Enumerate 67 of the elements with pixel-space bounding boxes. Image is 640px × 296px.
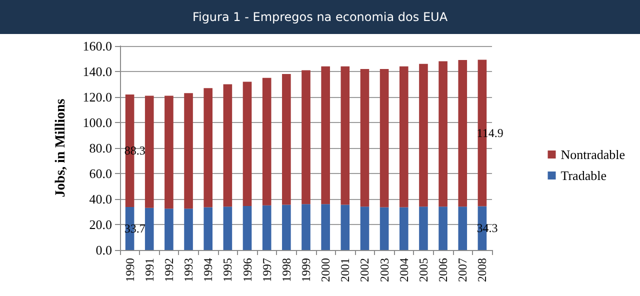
x-tick-label: 2006 (436, 258, 450, 282)
bar (399, 207, 408, 250)
bar (164, 96, 174, 209)
bar (184, 208, 193, 250)
x-tick-label: 1992 (162, 258, 176, 282)
x-tick-label: 2008 (475, 258, 490, 282)
bar (223, 206, 232, 250)
bar (458, 60, 468, 207)
bar (360, 206, 370, 250)
y-tick-label: 120.0 (82, 90, 112, 104)
bar (282, 204, 291, 250)
x-tick-label: 2001 (338, 258, 352, 282)
bar (340, 204, 350, 250)
bar (302, 204, 310, 250)
y-tick-label: 100.0 (82, 115, 112, 130)
y-axis-title: Jobs, in Millions (54, 98, 68, 198)
bar (438, 206, 448, 250)
y-tick-label: 60.0 (89, 166, 112, 181)
bar (242, 82, 252, 206)
bar (302, 70, 310, 204)
y-tick-label: 0.0 (96, 242, 112, 258)
y-tick-label: 140.0 (82, 64, 112, 79)
x-tick-label: 1998 (279, 258, 294, 282)
x-tick-label: 2004 (396, 258, 411, 282)
x-tick-label: 1995 (220, 258, 235, 282)
x-tick-label: 2000 (318, 258, 333, 282)
bar (204, 88, 213, 208)
legend-label: Tradable (560, 168, 607, 183)
bar (321, 204, 330, 250)
x-tick-label: 1996 (240, 258, 254, 282)
bar (223, 84, 232, 207)
chart-title: Figura 1 - Empregos na economia dos EUA (0, 0, 640, 34)
data-label: 88.3 (124, 144, 146, 158)
bar (164, 208, 174, 250)
bar (340, 66, 350, 205)
x-tick-label: 1990 (122, 258, 137, 282)
bar (360, 68, 370, 207)
bar (184, 93, 193, 209)
x-tick-label: 2002 (358, 258, 372, 282)
bar (438, 61, 448, 207)
bar (144, 96, 154, 208)
bar (380, 68, 389, 208)
legend-label: Nontradable (560, 147, 626, 162)
bar (262, 205, 272, 250)
x-tick-label: 1997 (260, 258, 274, 282)
bar (380, 207, 389, 250)
x-tick-label: 2003 (377, 258, 392, 282)
y-tick-label: 80.0 (89, 140, 112, 156)
y-tick-label: 20.0 (89, 217, 112, 232)
bar (204, 207, 213, 250)
x-tick-label: 1993 (182, 258, 196, 282)
x-tick-label: 1994 (201, 258, 216, 282)
bar (419, 64, 428, 207)
bar (419, 206, 428, 250)
bar (144, 208, 154, 250)
x-tick-label: 2007 (456, 258, 470, 282)
bar (399, 66, 408, 208)
x-tick-label: 1991 (142, 258, 156, 282)
bar (321, 66, 330, 204)
bar (262, 78, 272, 206)
bar (458, 206, 468, 250)
bar (282, 74, 291, 205)
bar (242, 206, 252, 250)
y-tick-label: 40.0 (89, 192, 112, 206)
x-tick-label: 1999 (299, 258, 313, 282)
y-tick-label: 160.0 (82, 38, 112, 54)
x-tick-label: 2005 (416, 258, 430, 282)
